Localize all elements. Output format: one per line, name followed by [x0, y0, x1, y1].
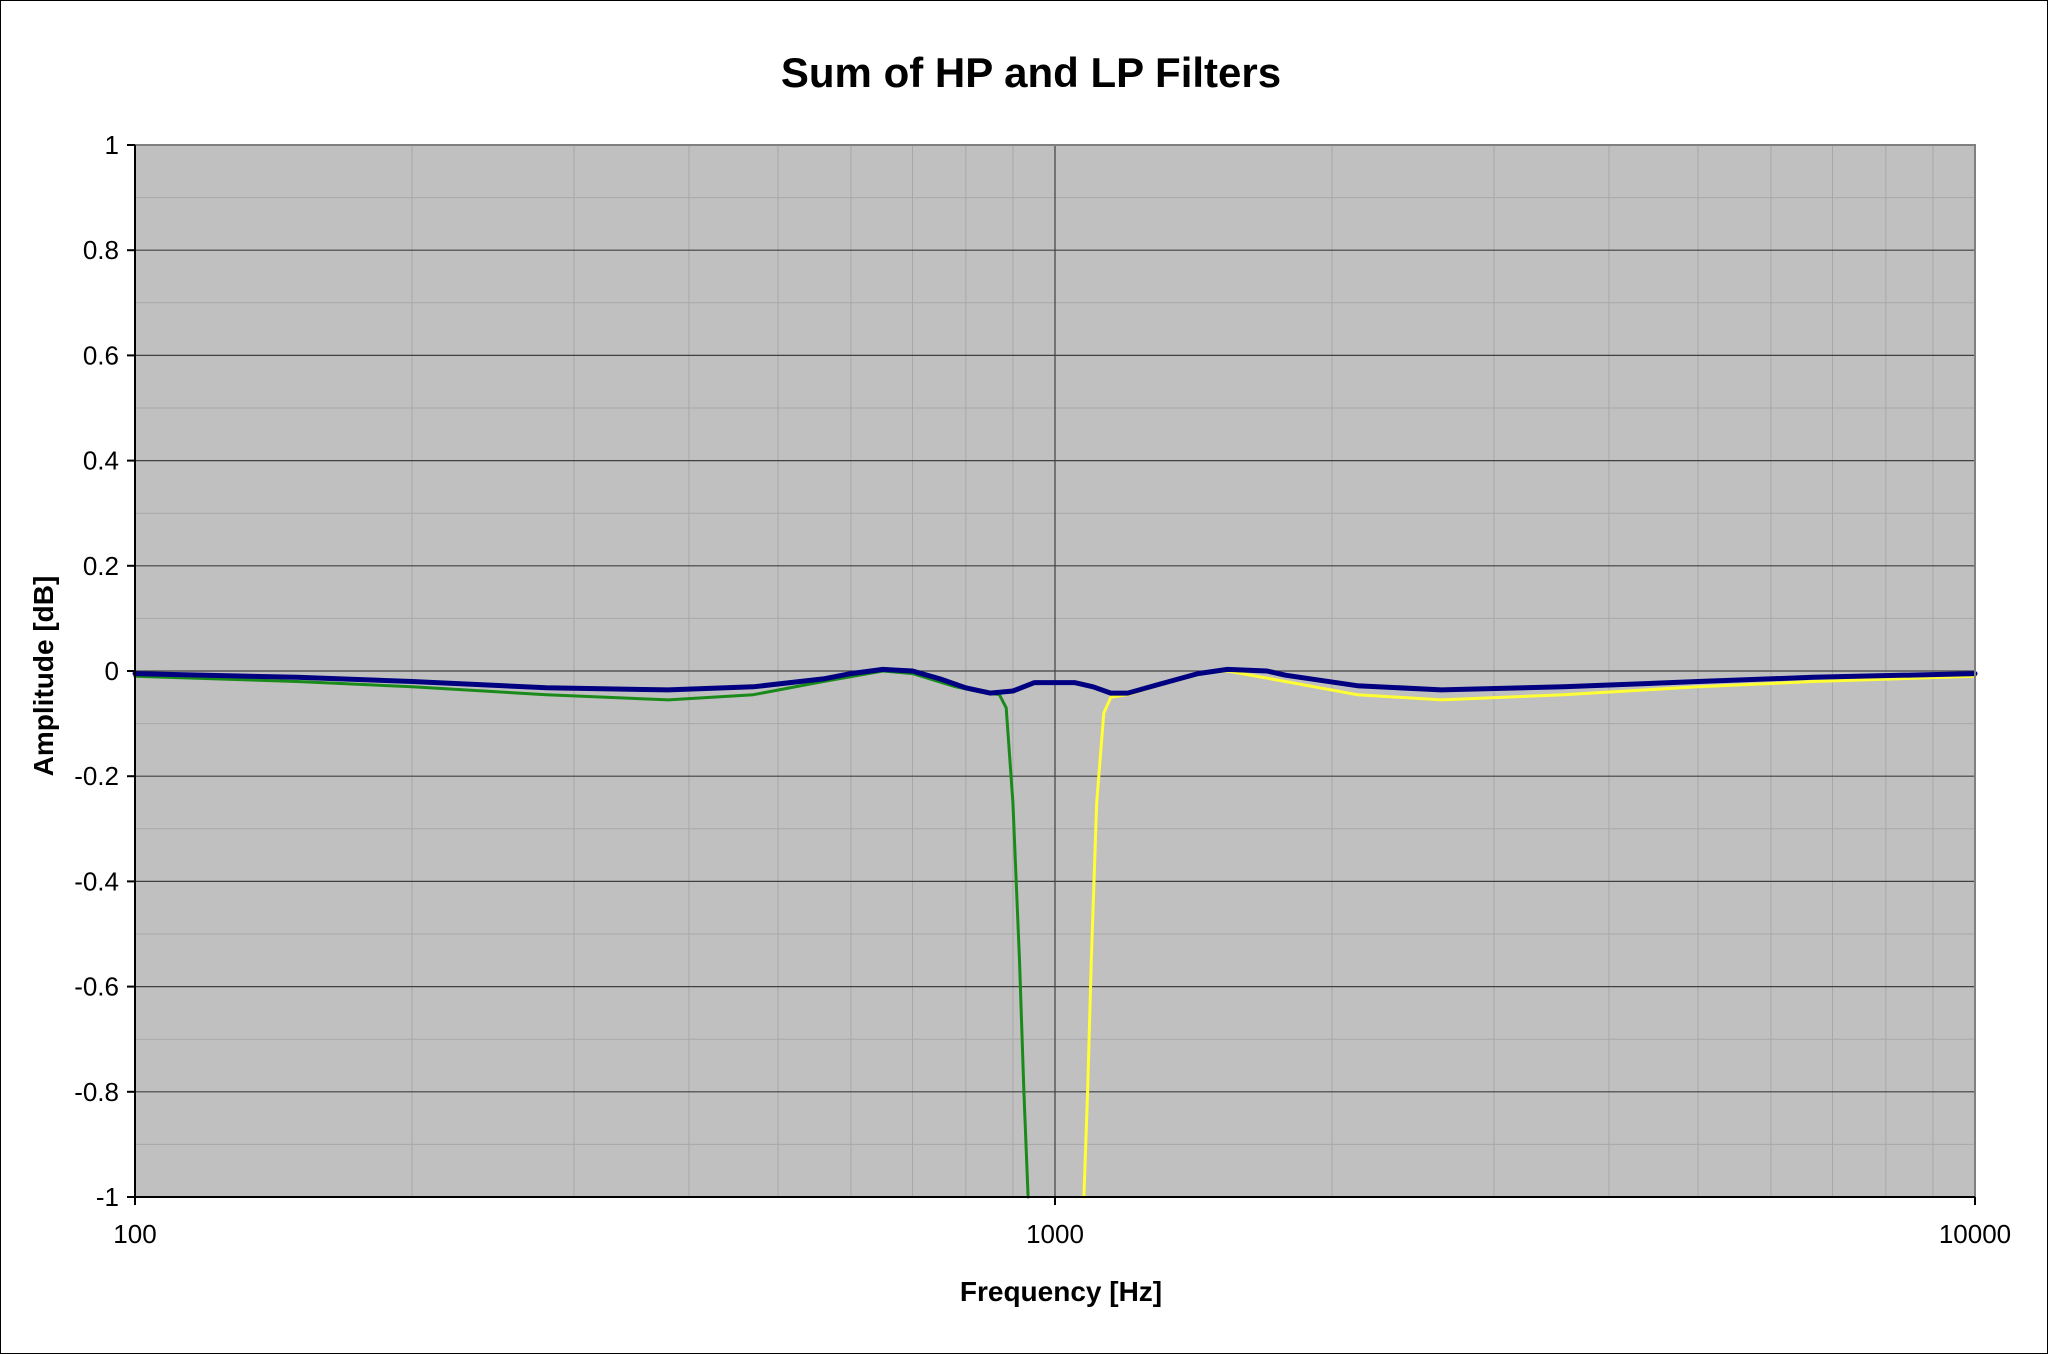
y-tick-label: 1: [105, 130, 119, 160]
x-tick-label: 100: [113, 1219, 156, 1249]
y-tick-labels: 1 0.8 0.6 0.4 0.2 0 -0.2 -0.4 -0.6 -0.8 -1: [74, 130, 119, 1212]
y-tick-label: 0.2: [83, 551, 119, 581]
y-tick-label: -0.6: [74, 972, 119, 1002]
x-tick-label: 10000: [1939, 1219, 2011, 1249]
series-layer: [132, 666, 1978, 1199]
y-tick-label: 0.4: [83, 446, 119, 476]
y-tick-label: -1: [96, 1182, 119, 1212]
axes: [127, 144, 1976, 1205]
y-tick-label: -0.8: [74, 1077, 119, 1107]
y-tick-label: -0.4: [74, 866, 119, 896]
y-tick-label: 0.8: [83, 235, 119, 265]
y-tick-label: -0.2: [74, 761, 119, 791]
x-tick-label: 1000: [1026, 1219, 1084, 1249]
y-axis-title: Amplitude [dB]: [28, 576, 59, 777]
x-tick-labels: 100 1000 10000: [113, 1219, 2011, 1249]
x-axis-title: Frequency [Hz]: [960, 1276, 1162, 1307]
series-line-3: [132, 666, 1978, 696]
y-tick-label: 0.6: [83, 340, 119, 370]
chart-title: Sum of HP and LP Filters: [781, 49, 1281, 96]
y-tick-label: 0: [105, 656, 119, 686]
